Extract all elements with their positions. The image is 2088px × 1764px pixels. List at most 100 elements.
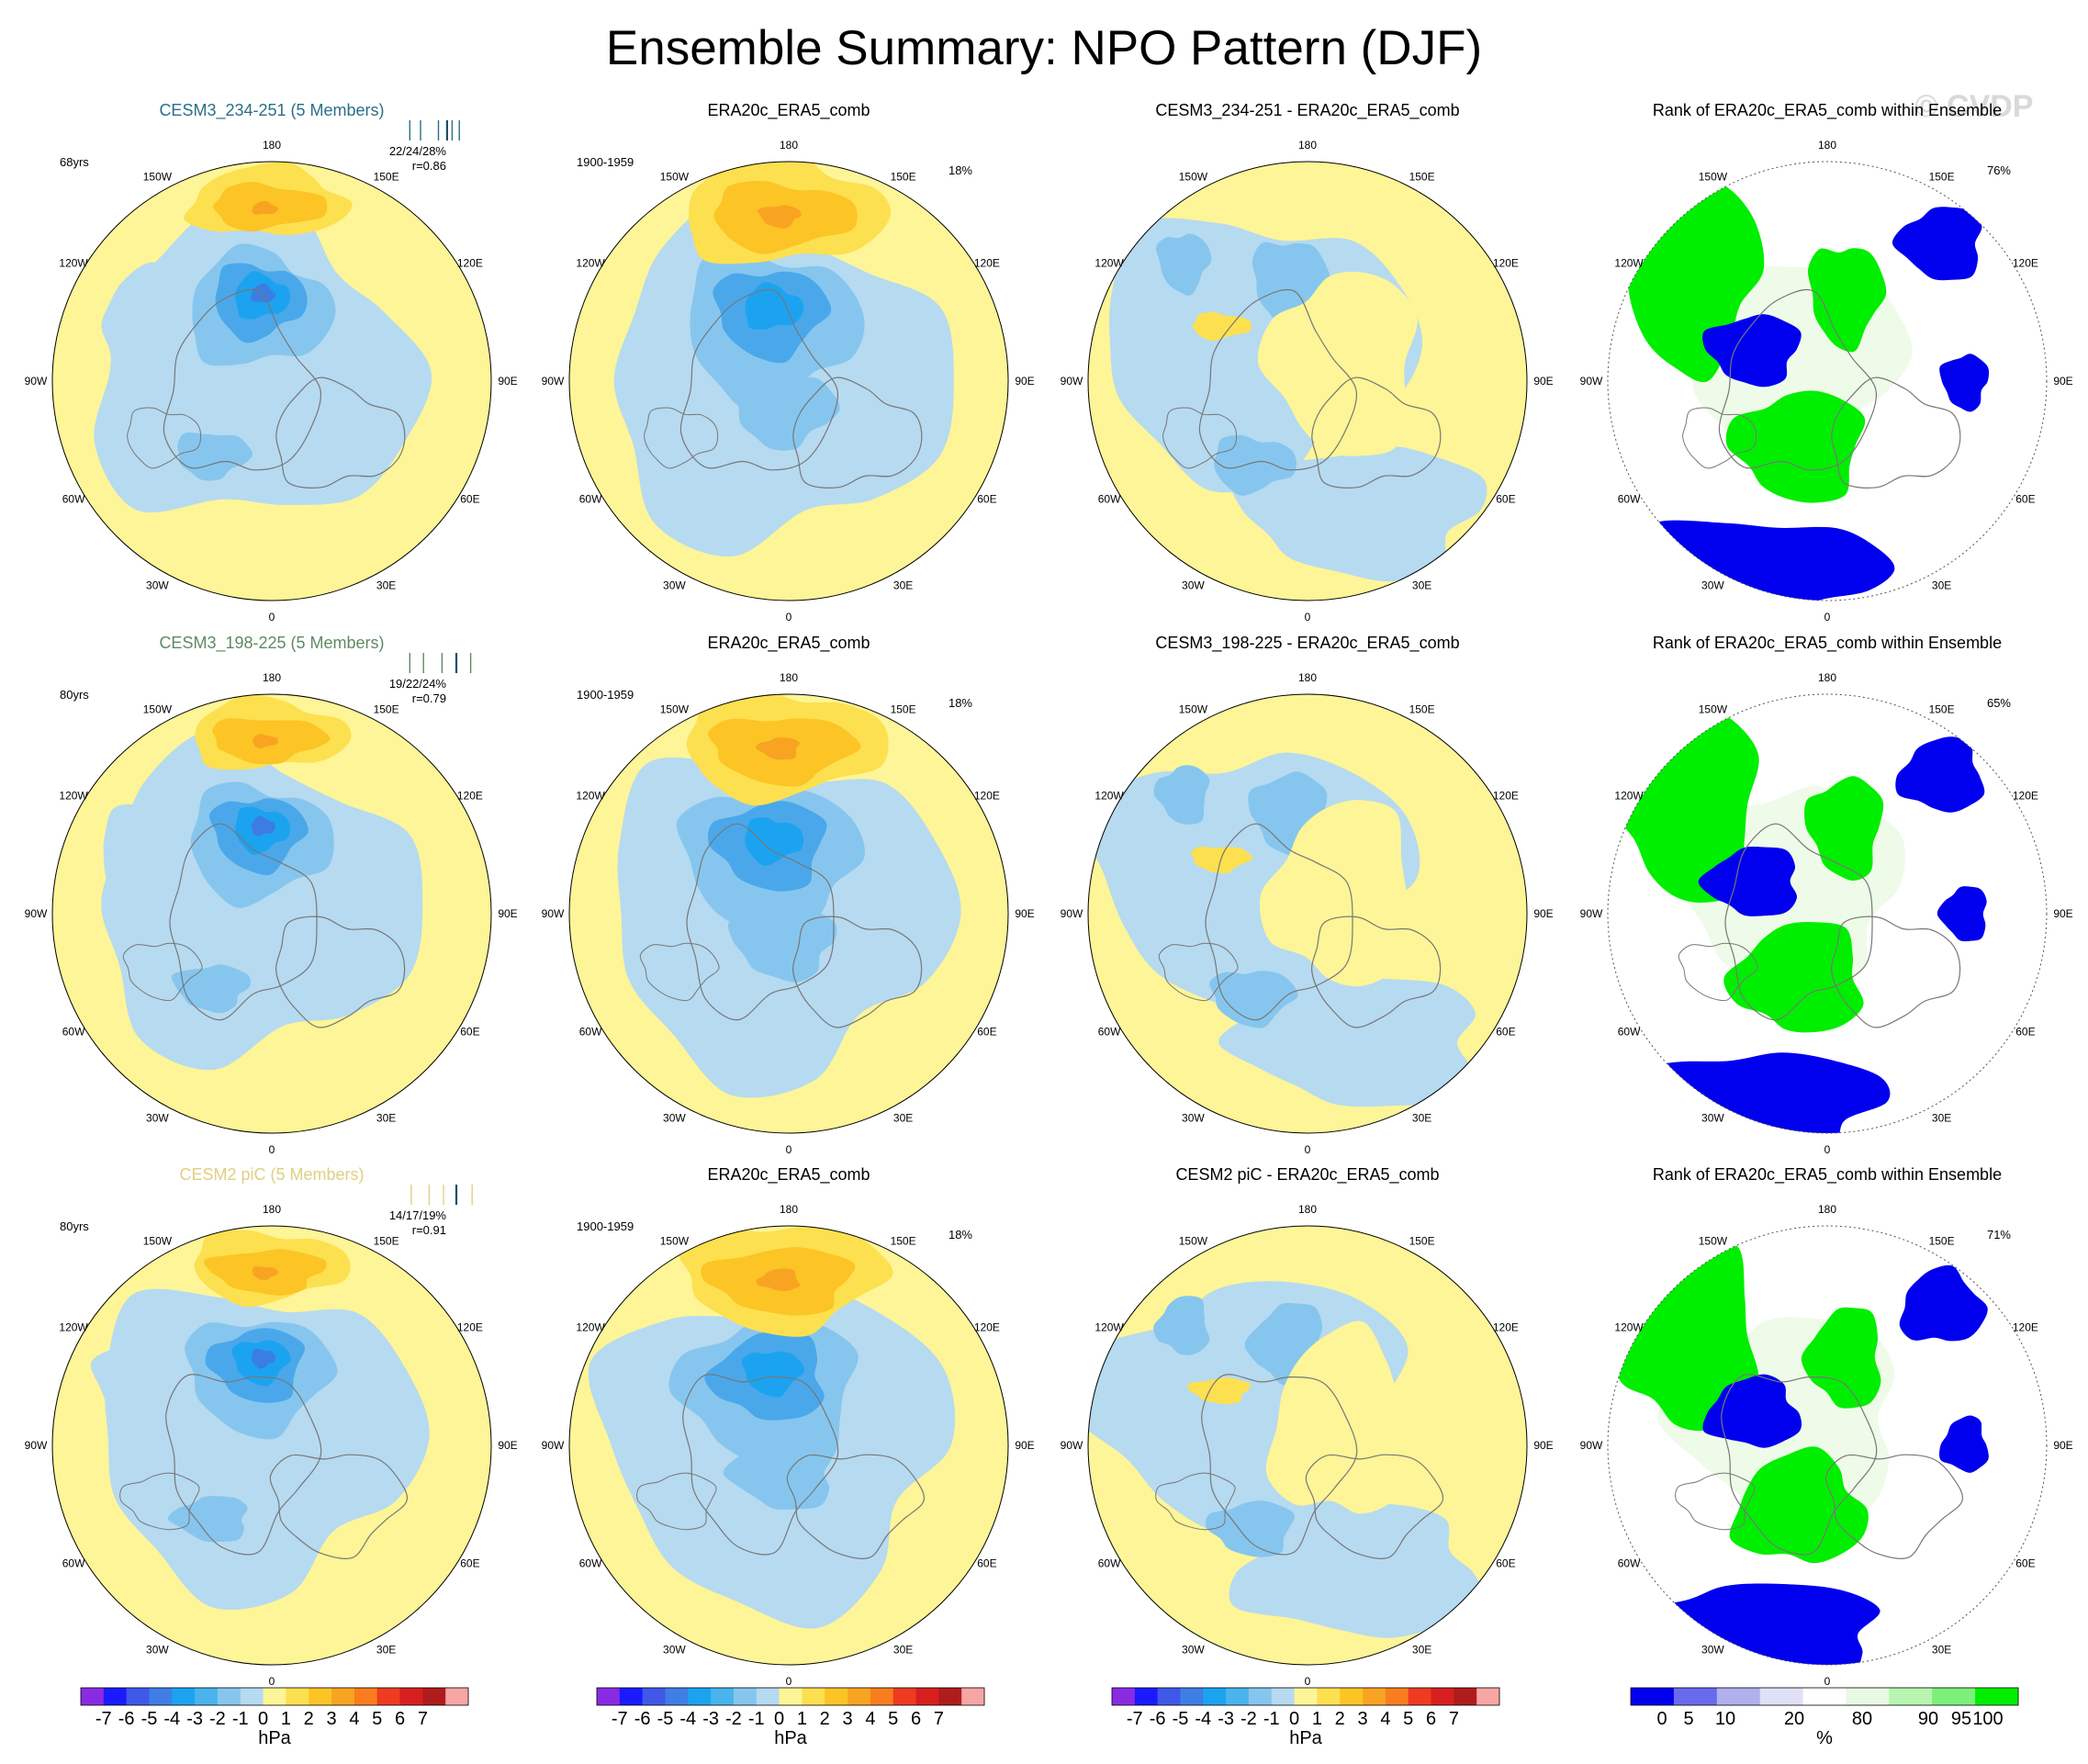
colorbar-swatch — [938, 1688, 962, 1705]
longitude-label: 30W — [146, 1644, 169, 1657]
coastline — [163, 288, 322, 471]
polar-map — [1607, 693, 2048, 1134]
longitude-label: 90E — [1533, 1439, 1553, 1452]
colorbar-tick-label: -7 — [1127, 1709, 1143, 1729]
pct-variance-label: 18% — [949, 696, 972, 710]
map-boundary — [568, 1225, 1009, 1666]
colorbar-swatch — [126, 1688, 150, 1705]
colorbar-swatch — [445, 1688, 469, 1705]
colorbar-tick-label: 10 — [1715, 1709, 1735, 1729]
longitude-label: 30E — [1412, 1112, 1431, 1125]
colorbar-tick-label: 2 — [304, 1709, 314, 1729]
longitude-label: 90W — [542, 907, 565, 920]
blob-negative — [723, 1436, 832, 1511]
blob-negative — [1252, 242, 1330, 328]
blob-positive — [756, 737, 800, 760]
longitude-label: 120W — [1614, 1321, 1644, 1334]
coastline — [686, 823, 835, 1021]
colorbar-tick-label: 90 — [1918, 1709, 1938, 1729]
rank-blue-region — [1892, 207, 1982, 281]
map-panel: CESM3_234-251 - ERA20c_ERA5_comb 180 150E 1… — [1061, 101, 1554, 624]
colorbar-tick-label: 7 — [418, 1709, 428, 1729]
figure-title: Ensemble Summary: NPO Pattern (DJF) — [606, 21, 1482, 75]
longitude-label: 150E — [891, 702, 916, 715]
longitude-label: 90W — [1580, 907, 1603, 920]
colorbar-tick-label: 5 — [888, 1709, 898, 1729]
panel-title: CESM3_198-225 - ERA20c_ERA5_comb — [1155, 634, 1459, 653]
colorbar-swatch — [286, 1688, 309, 1705]
longitude-label: 60W — [1618, 1026, 1641, 1039]
polar-map — [51, 161, 492, 601]
colorbar-tick-label: -2 — [1240, 1709, 1257, 1729]
rank-blue-region — [1899, 1264, 1988, 1342]
blob-negative — [1229, 445, 1487, 582]
longitude-label: 30E — [893, 579, 913, 592]
polar-map — [1087, 693, 1528, 1134]
colorbar-tick-label: -6 — [634, 1709, 651, 1729]
colorbar-tick-label: -5 — [657, 1709, 674, 1729]
polar-map — [568, 693, 1009, 1134]
map-panel: CESM2 piC - ERA20c_ERA5_comb 180 150E 120E 9… — [1061, 1165, 1554, 1688]
coastline — [1311, 376, 1442, 489]
rank-green-region — [1801, 1307, 1881, 1409]
longitude-label: 30W — [1701, 1644, 1724, 1657]
longitude-label: 150E — [891, 1234, 916, 1247]
coastline — [791, 916, 923, 1028]
longitude-label: 120E — [1493, 790, 1519, 803]
longitude-label: 120E — [2013, 1321, 2038, 1334]
coastline — [1162, 407, 1238, 469]
colorbar-swatch — [1932, 1688, 1976, 1705]
longitude-label: 90W — [542, 1439, 565, 1452]
colorbar-swatch — [195, 1688, 219, 1705]
colorbar-tick-label: 7 — [934, 1709, 944, 1729]
blob-negative — [171, 964, 252, 1014]
longitude-label: 180 — [263, 1203, 281, 1216]
longitude-label: 120W — [59, 257, 88, 270]
longitude-label: 120E — [2013, 790, 2038, 803]
colorbar-swatch — [172, 1688, 196, 1705]
colorbar-swatch — [779, 1688, 803, 1705]
polar-map — [568, 1225, 1009, 1666]
panel-title: CESM3_234-251 (5 Members) — [159, 101, 384, 120]
longitude-label: 90W — [1061, 907, 1083, 920]
colorbar-tick-label: 5 — [1403, 1709, 1413, 1729]
longitude-label: 120E — [2013, 257, 2038, 270]
rank-green-region — [1804, 776, 1884, 881]
longitude-label: 90E — [1015, 1439, 1034, 1452]
colorbar-tick-label: -4 — [163, 1709, 180, 1729]
polar-map — [1087, 161, 1528, 601]
blob-negative — [745, 817, 804, 866]
longitude-label: 120W — [1095, 1321, 1124, 1334]
longitude-label: 90W — [25, 1439, 48, 1452]
longitude-label: 30W — [663, 1644, 686, 1657]
longitude-label: 180 — [263, 671, 281, 684]
rank-blue-region — [1634, 520, 1895, 601]
longitude-label: 150W — [143, 702, 173, 715]
colorbar-tick-label: 4 — [865, 1709, 875, 1729]
rank-blue-region — [1698, 846, 1798, 916]
colorbar-tick-label: 95 — [1951, 1709, 1971, 1729]
colorbar-tick-label: -1 — [232, 1709, 249, 1729]
blob-positive — [756, 1268, 801, 1291]
longitude-label: 60W — [579, 493, 602, 506]
colorbar-swatch — [331, 1688, 355, 1705]
coastline — [1830, 916, 1961, 1028]
blob-negative — [251, 815, 275, 837]
colorbar-tick-label: 1 — [797, 1709, 807, 1729]
coastline — [1682, 407, 1757, 469]
pct-variance-label: 19/22/24% — [389, 677, 447, 691]
rank-blue-region — [1895, 736, 1985, 813]
longitude-label: 0 — [1824, 611, 1831, 624]
longitude-label: 90E — [498, 1439, 517, 1452]
longitude-label: 120E — [1493, 1321, 1519, 1334]
colorbar-swatch — [1180, 1688, 1204, 1705]
map-boundary — [1607, 161, 2048, 601]
longitude-label: 60E — [2015, 493, 2035, 506]
longitude-label: 90W — [1061, 1439, 1083, 1452]
colorbar-tick-label: -5 — [1173, 1709, 1189, 1729]
cvdp-watermark: © CVDP — [1915, 89, 2034, 124]
longitude-label: 90E — [498, 375, 517, 388]
colorbar-swatch — [1271, 1688, 1295, 1705]
longitude-label: 30E — [1932, 1644, 1951, 1657]
